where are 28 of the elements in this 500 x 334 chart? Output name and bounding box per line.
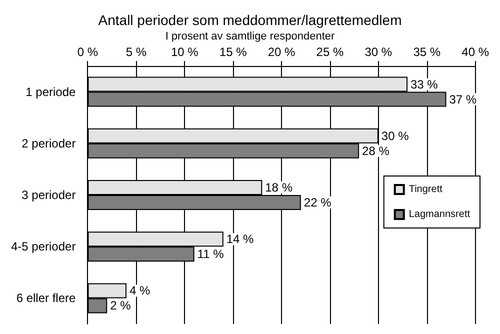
data-label: 11 % bbox=[197, 247, 224, 262]
data-label: 14 % bbox=[226, 232, 254, 246]
y-tick-label: 6 eller flere bbox=[16, 291, 76, 306]
x-tick-label: 25 % bbox=[316, 45, 344, 59]
data-label: 2 % bbox=[110, 298, 132, 313]
data-label: 18 % bbox=[265, 180, 293, 194]
data-label: 4 % bbox=[129, 284, 150, 298]
chart-subtitle: I prosent av samtlige respondenter bbox=[165, 30, 336, 42]
x-tick-label: 15 % bbox=[219, 45, 248, 59]
x-tick-label: 35 % bbox=[413, 45, 441, 59]
y-tick-label: 4-5 perioder bbox=[10, 240, 76, 254]
data-label: 22 % bbox=[304, 196, 332, 210]
x-tick-label: 30 % bbox=[364, 45, 392, 59]
legend-label: Lagmannsrett bbox=[408, 209, 470, 220]
y-tick-label: 2 perioder bbox=[22, 136, 76, 150]
data-label: 28 % bbox=[362, 144, 390, 158]
data-label: 30 % bbox=[381, 128, 410, 143]
x-tick-label: 5 % bbox=[126, 45, 147, 59]
x-tick-label: 20 % bbox=[268, 45, 296, 59]
chart-title: Antall perioder som meddommer/lagrettemedlem bbox=[98, 12, 402, 28]
x-tick-label: 0 % bbox=[77, 45, 98, 59]
data-label: 37 % bbox=[449, 92, 477, 106]
legend-label: Tingrett bbox=[408, 184, 443, 195]
x-tick-label: 10 % bbox=[170, 45, 199, 59]
x-tick-label: 40 % bbox=[462, 45, 490, 59]
data-label: 33 % bbox=[410, 77, 438, 92]
y-tick-label: 3 perioder bbox=[22, 188, 76, 202]
y-tick-label: 1 periode bbox=[26, 84, 76, 99]
